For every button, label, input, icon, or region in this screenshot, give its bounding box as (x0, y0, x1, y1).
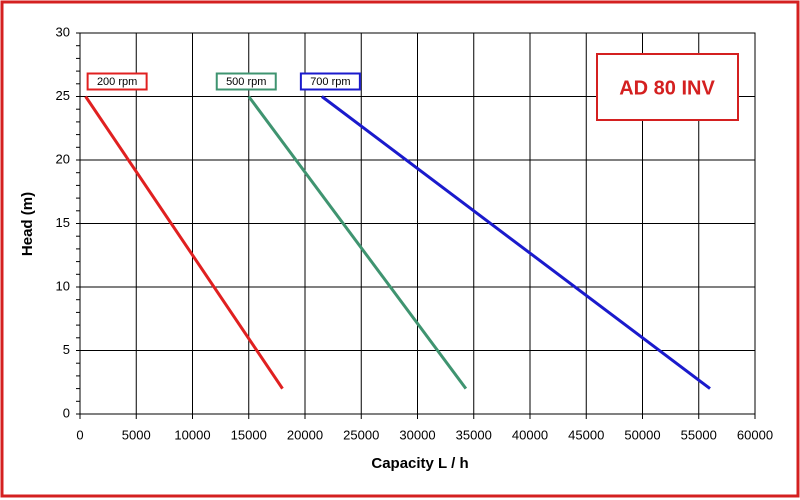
legend-label: 700 rpm (310, 76, 350, 88)
x-tick-label: 15000 (231, 427, 267, 442)
x-tick-label: 0 (76, 427, 83, 442)
x-tick-label: 45000 (568, 427, 604, 442)
y-tick-label: 0 (63, 405, 70, 420)
x-tick-label: 20000 (287, 427, 323, 442)
x-tick-label: 25000 (343, 427, 379, 442)
legend-label: 200 rpm (97, 76, 137, 88)
x-tick-label: 5000 (122, 427, 151, 442)
y-tick-label: 15 (56, 215, 70, 230)
x-tick-label: 30000 (399, 427, 435, 442)
line-series (247, 95, 468, 390)
line-series (320, 95, 711, 390)
x-tick-label: 60000 (737, 427, 773, 442)
y-tick-label: 20 (56, 151, 70, 166)
y-tick-label: 30 (56, 24, 70, 39)
chart-title: AD 80 INV (619, 77, 715, 99)
legend-box (299, 72, 361, 91)
x-axis-label: Capacity L / h (371, 455, 468, 472)
y-axis-label: Head (m) (19, 192, 36, 256)
x-tick-label: 10000 (174, 427, 210, 442)
legend-box (86, 72, 148, 91)
y-tick-label: 5 (63, 342, 70, 357)
title-box (596, 53, 739, 121)
x-tick-label: 35000 (456, 427, 492, 442)
x-tick-label: 40000 (512, 427, 548, 442)
legend-label: 500 rpm (226, 76, 266, 88)
y-tick-label: 25 (56, 88, 70, 103)
y-tick-label: 10 (56, 278, 70, 293)
legend-box (215, 72, 277, 91)
x-tick-label: 55000 (681, 427, 717, 442)
line-series (84, 95, 284, 390)
x-tick-label: 50000 (624, 427, 660, 442)
